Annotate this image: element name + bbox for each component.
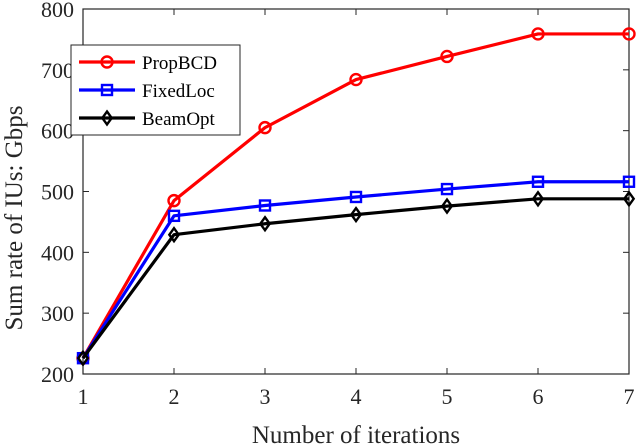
y-tick-label: 300 xyxy=(41,301,74,326)
data-point xyxy=(622,27,636,41)
series-layer xyxy=(76,27,636,367)
data-point xyxy=(167,193,181,208)
legend: PropBCD FixedLoc BeamOpt xyxy=(70,44,241,136)
y-tick-label: 600 xyxy=(41,119,74,144)
legend-marker xyxy=(100,109,114,127)
legend-label: BeamOpt xyxy=(142,109,216,130)
data-point xyxy=(258,215,272,233)
legend-marker xyxy=(100,83,114,97)
y-tick-label: 400 xyxy=(41,240,74,265)
x-tick-label: 5 xyxy=(442,384,453,409)
data-point xyxy=(76,349,90,367)
series-line xyxy=(81,32,629,359)
data-point xyxy=(258,120,272,135)
x-tick-label: 7 xyxy=(624,384,635,409)
legend-label: PropBCD xyxy=(142,53,217,74)
x-tick-label: 2 xyxy=(169,384,180,409)
y-tick-label: 200 xyxy=(41,362,74,387)
y-tick-label: 700 xyxy=(41,58,74,83)
data-point xyxy=(349,190,363,204)
x-tick-label: 3 xyxy=(260,384,271,409)
data-point xyxy=(440,49,454,64)
data-point xyxy=(531,175,545,188)
data-point xyxy=(349,206,363,224)
data-point xyxy=(440,197,454,215)
tick-labels: 1 2 3 4 5 6 7 200 300 400 500 600 700 800 xyxy=(41,0,635,409)
data-point xyxy=(622,190,636,208)
data-point xyxy=(531,27,545,41)
series-line xyxy=(81,197,629,360)
legend-label: FixedLoc xyxy=(142,81,215,102)
data-point xyxy=(167,209,181,223)
data-point xyxy=(531,190,545,208)
series-line xyxy=(81,180,629,360)
legend-item: BeamOpt xyxy=(79,109,216,130)
data-point xyxy=(440,182,454,196)
data-point xyxy=(622,175,636,188)
legend-item: PropBCD xyxy=(79,53,217,74)
x-tick-label: 4 xyxy=(351,384,362,409)
x-axis-label: Number of iterations xyxy=(252,422,460,447)
data-point xyxy=(167,226,181,244)
x-tick-label: 1 xyxy=(78,384,89,409)
y-axis-label: Sum rate of IUs: Gbps xyxy=(1,106,28,331)
data-point xyxy=(258,199,272,212)
legend-marker xyxy=(100,55,114,69)
series-beamopt xyxy=(76,190,636,367)
y-tick-label: 800 xyxy=(41,0,74,22)
legend-item: FixedLoc xyxy=(79,81,215,102)
data-point xyxy=(349,72,363,87)
x-tick-label: 6 xyxy=(533,384,544,409)
y-tick-label: 500 xyxy=(41,180,74,205)
